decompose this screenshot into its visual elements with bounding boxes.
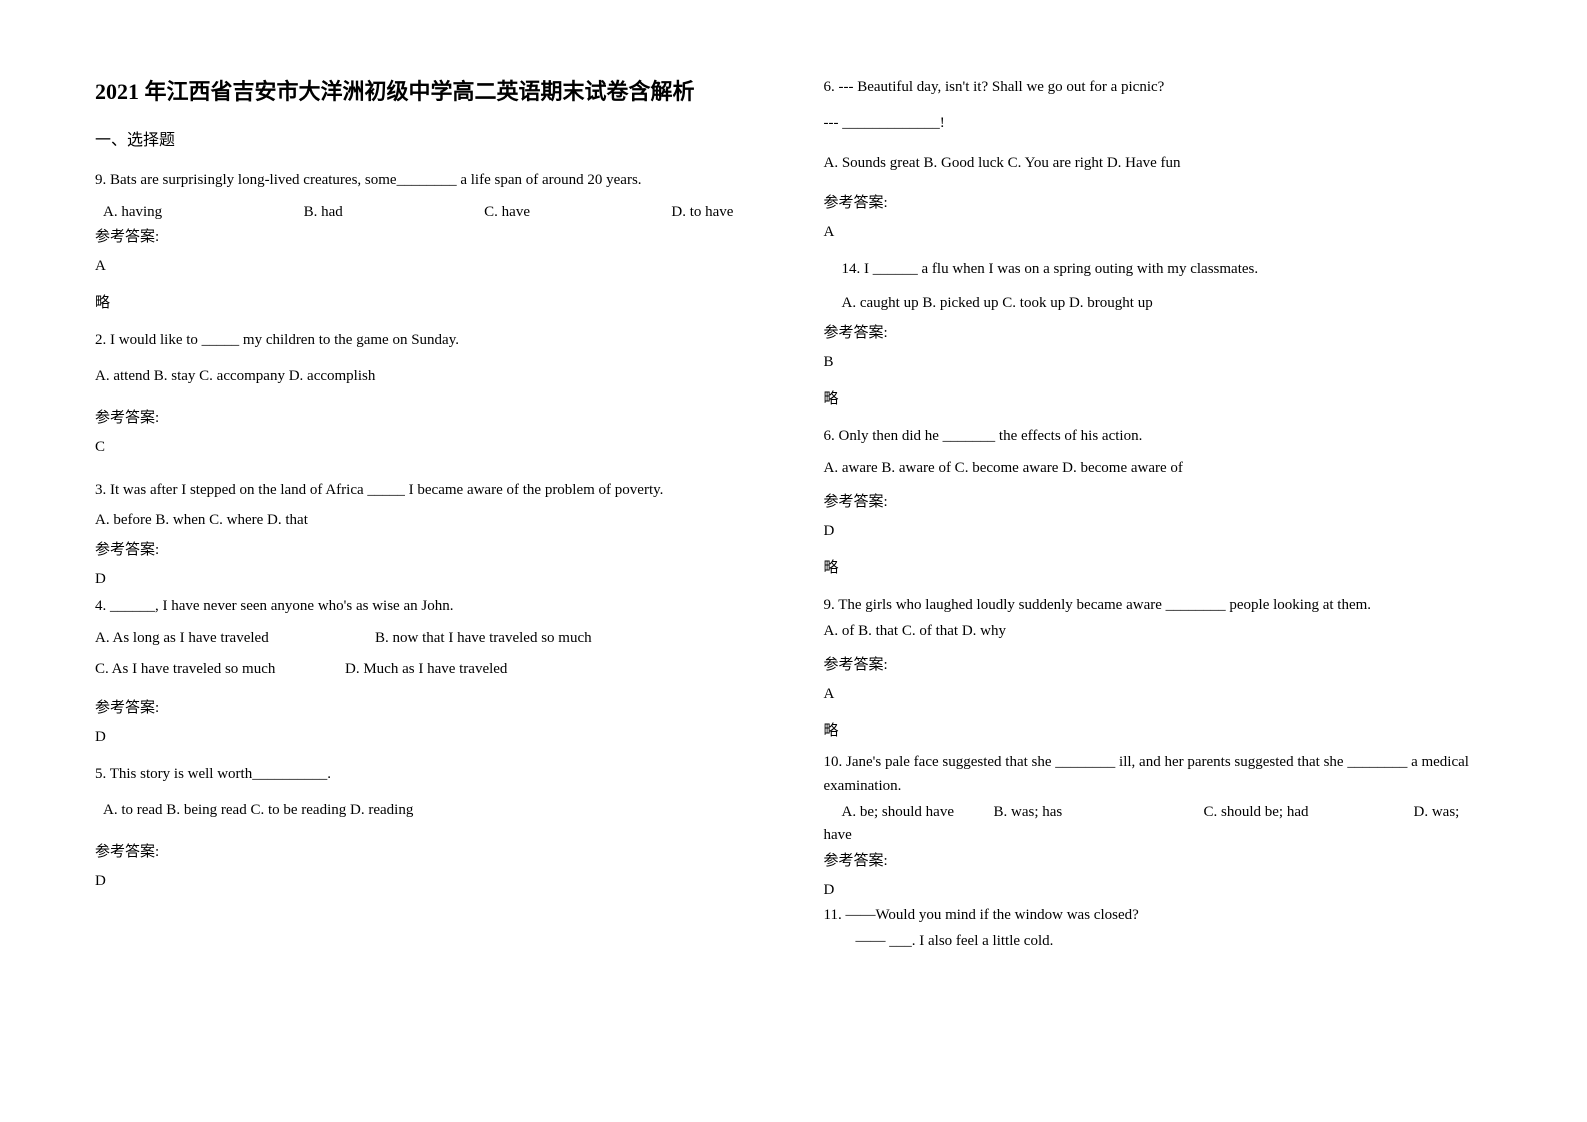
question-6a-line2: --- _____________! xyxy=(824,111,1493,135)
answer-value: A xyxy=(824,224,1493,241)
answer-label: 参考答案: xyxy=(95,840,764,861)
answer-label: 参考答案: xyxy=(95,538,764,559)
answer-label: 参考答案: xyxy=(824,653,1493,674)
question-9: 9. Bats are surprisingly long-lived crea… xyxy=(95,168,764,192)
question-6b-options: A. aware B. aware of C. become aware D. … xyxy=(824,456,1493,480)
question-5: 5. This story is well worth__________. xyxy=(95,762,764,786)
option-d: D. was; xyxy=(1414,804,1460,821)
question-4-options-row1: A. As long as I have traveled B. now tha… xyxy=(95,630,764,647)
answer-label: 参考答案: xyxy=(824,321,1493,342)
option-c: C. have xyxy=(484,204,530,221)
question-6a-options: A. Sounds great B. Good luck C. You are … xyxy=(824,151,1493,175)
answer-label: 参考答案: xyxy=(95,225,764,246)
option-d: D. to have xyxy=(671,204,733,221)
question-5-options: A. to read B. being read C. to be readin… xyxy=(95,798,764,822)
answer-extra: 略 xyxy=(824,719,1493,740)
left-column: 2021 年江西省吉安市大洋洲初级中学高二英语期末试卷含解析 一、选择题 9. … xyxy=(95,75,764,1047)
question-4-options-row2: C. As I have traveled so much D. Much as… xyxy=(95,661,764,678)
answer-extra: 略 xyxy=(824,387,1493,408)
option-a: A. having xyxy=(95,204,162,221)
question-10: 10. Jane's pale face suggested that she … xyxy=(824,750,1493,798)
question-9-options: A. having B. had C. have D. to have xyxy=(95,204,764,221)
question-10-options: A. be; should have B. was; has C. should… xyxy=(824,804,1493,821)
option-c: C. should be; had xyxy=(1204,804,1414,821)
answer-extra: 略 xyxy=(95,291,764,312)
question-11: 11. ——Would you mind if the window was c… xyxy=(824,903,1493,927)
answer-label: 参考答案: xyxy=(824,191,1493,212)
question-9b: 9. The girls who laughed loudly suddenly… xyxy=(824,593,1493,617)
option-c: C. As I have traveled so much xyxy=(95,661,345,678)
question-10-options-cont: have xyxy=(824,823,1493,847)
answer-label: 参考答案: xyxy=(95,696,764,717)
right-column: 6. --- Beautiful day, isn't it? Shall we… xyxy=(824,75,1493,1047)
answer-label: 参考答案: xyxy=(824,849,1493,870)
option-b: B. was; has xyxy=(994,804,1204,821)
question-9b-options: A. of B. that C. of that D. why xyxy=(824,619,1493,643)
document-title: 2021 年江西省吉安市大洋洲初级中学高二英语期末试卷含解析 xyxy=(95,75,764,108)
answer-value: B xyxy=(824,354,1493,371)
question-2-options: A. attend B. stay C. accompany D. accomp… xyxy=(95,364,764,388)
option-a: A. be; should have xyxy=(824,804,994,821)
option-d: D. Much as I have traveled xyxy=(345,661,507,678)
answer-value: D xyxy=(824,523,1493,540)
answer-value: A xyxy=(824,686,1493,703)
page-container: 2021 年江西省吉安市大洋洲初级中学高二英语期末试卷含解析 一、选择题 9. … xyxy=(95,75,1492,1047)
question-4: 4. ______, I have never seen anyone who'… xyxy=(95,594,764,618)
answer-value: A xyxy=(95,258,764,275)
question-6a: 6. --- Beautiful day, isn't it? Shall we… xyxy=(824,75,1493,99)
question-3: 3. It was after I stepped on the land of… xyxy=(95,478,764,502)
answer-value: D xyxy=(95,729,764,746)
answer-label: 参考答案: xyxy=(95,406,764,427)
answer-value: C xyxy=(95,439,764,456)
answer-extra: 略 xyxy=(824,556,1493,577)
question-6b: 6. Only then did he _______ the effects … xyxy=(824,424,1493,448)
option-b: B. now that I have traveled so much xyxy=(375,630,592,647)
option-a: A. As long as I have traveled xyxy=(95,630,375,647)
question-11-line2: —— ___. I also feel a little cold. xyxy=(824,929,1493,953)
answer-value: D xyxy=(824,882,1493,899)
question-2: 2. I would like to _____ my children to … xyxy=(95,328,764,352)
section-header: 一、选择题 xyxy=(95,126,764,150)
question-3-options: A. before B. when C. where D. that xyxy=(95,508,764,532)
answer-value: D xyxy=(95,571,764,588)
question-14: 14. I ______ a flu when I was on a sprin… xyxy=(824,257,1493,281)
answer-value: D xyxy=(95,873,764,890)
option-b: B. had xyxy=(304,204,343,221)
question-14-options: A. caught up B. picked up C. took up D. … xyxy=(824,291,1493,315)
answer-label: 参考答案: xyxy=(824,490,1493,511)
